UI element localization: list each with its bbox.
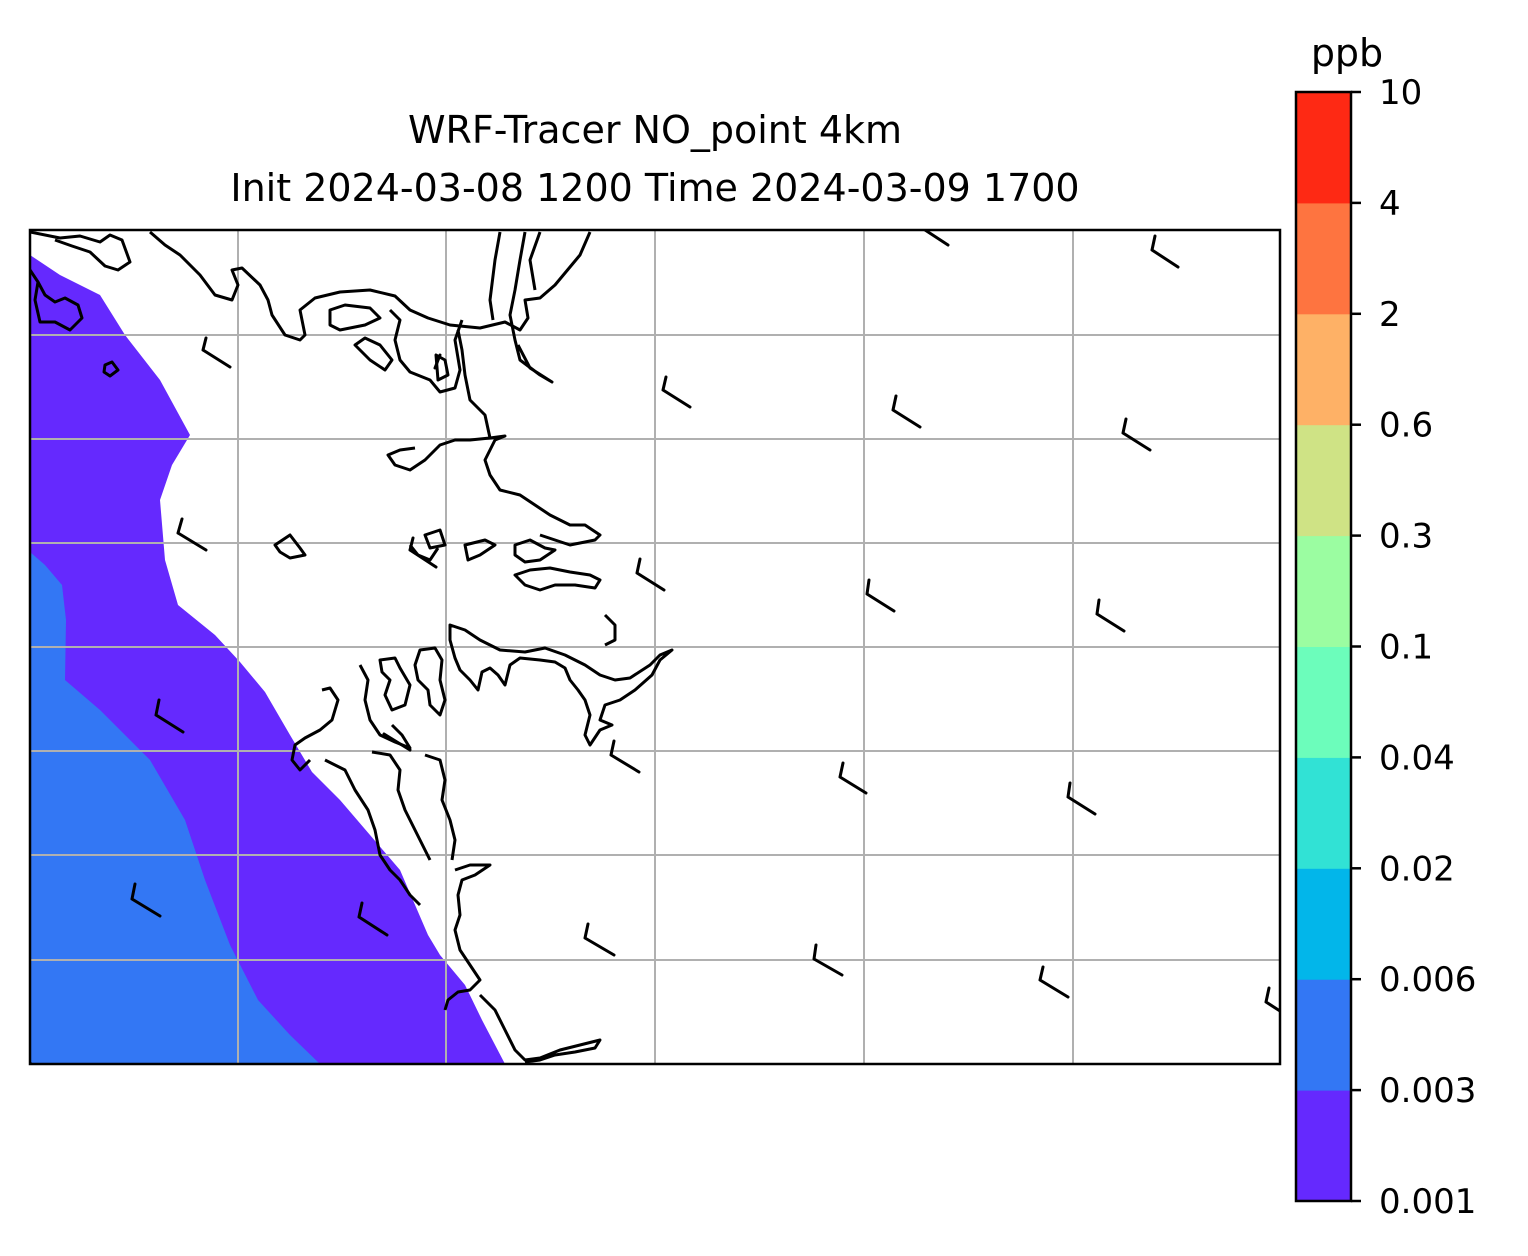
wind-barb — [637, 559, 664, 590]
colorbar-tick-label: 0.003 — [1379, 1071, 1476, 1111]
colorbar-swatch — [1296, 314, 1351, 425]
wind-barb — [178, 519, 206, 550]
colorbar-tick-label: 10 — [1379, 73, 1422, 113]
wind-barb — [1152, 236, 1178, 267]
wind-barb — [1040, 967, 1068, 997]
wind-barb — [840, 763, 866, 793]
colorbar-swatch — [1296, 1090, 1351, 1201]
colorbar-tick-label: 0.1 — [1379, 628, 1433, 668]
colorbar-tick-label: 0.02 — [1379, 849, 1455, 889]
colorbar-swatch — [1296, 203, 1351, 314]
wind-barb — [585, 924, 614, 955]
wind-barb — [867, 580, 894, 611]
colorbar-swatch — [1296, 647, 1351, 758]
map-area — [30, 228, 1280, 1064]
colorbar-tick-label: 0.006 — [1379, 960, 1476, 1000]
colorbar-swatch — [1296, 757, 1351, 868]
colorbar-tick-label: 0.04 — [1379, 738, 1455, 778]
colorbar-swatch — [1296, 979, 1351, 1090]
wind-barb — [1097, 600, 1124, 631]
colorbar-tick-label: 0.3 — [1379, 517, 1433, 557]
colorbar: ppb 0.001 0.003 0.006 0.02 0.04 0.1 0.3 0.6 2 4 10 — [1296, 31, 1476, 1222]
wind-barb — [1266, 988, 1280, 1011]
colorbar-tick-label: 4 — [1379, 184, 1401, 224]
colorbar-swatch — [1296, 92, 1351, 203]
colorbar-swatch — [1296, 536, 1351, 647]
colorbar-unit: ppb — [1311, 31, 1383, 75]
colorbar-tick-label: 0.001 — [1379, 1182, 1476, 1222]
wind-barb — [203, 338, 230, 367]
colorbar-swatch — [1296, 868, 1351, 979]
colorbar-tick-label: 0.6 — [1379, 406, 1433, 446]
wind-barb — [893, 396, 920, 427]
wind-barb — [611, 741, 639, 772]
colorbar-swatch — [1296, 425, 1351, 536]
wind-barb — [663, 377, 690, 407]
colorbar-tick-label: 2 — [1379, 295, 1401, 335]
wind-barb — [1123, 419, 1150, 450]
